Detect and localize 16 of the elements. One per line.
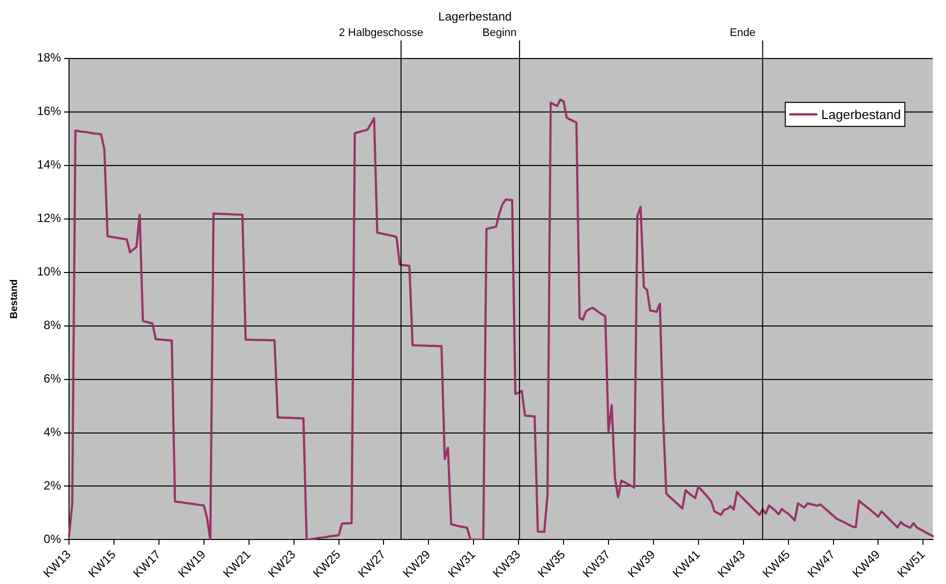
y-tick-label: 12% xyxy=(36,211,62,226)
y-tick-label: 6% xyxy=(44,372,62,386)
y-tick-label: 2% xyxy=(44,478,62,493)
text: Ende xyxy=(730,26,756,39)
y-tick-label: 14% xyxy=(36,158,62,172)
y-tick-label: 18% xyxy=(36,50,62,65)
y-axis-title: Bestand xyxy=(8,279,20,319)
text: 2 Halbgeschosse xyxy=(338,26,424,39)
chart-title: Lagerbestand xyxy=(438,10,512,24)
y-tick-label: 16% xyxy=(36,104,62,118)
y-tick-label: 0% xyxy=(44,532,62,546)
legend-label: Lagerbestand xyxy=(821,106,901,122)
y-tick-label: 10% xyxy=(36,264,62,279)
text: Beginn xyxy=(482,26,517,39)
y-tick-label: 4% xyxy=(44,425,62,440)
y-tick-label: 8% xyxy=(44,318,62,332)
